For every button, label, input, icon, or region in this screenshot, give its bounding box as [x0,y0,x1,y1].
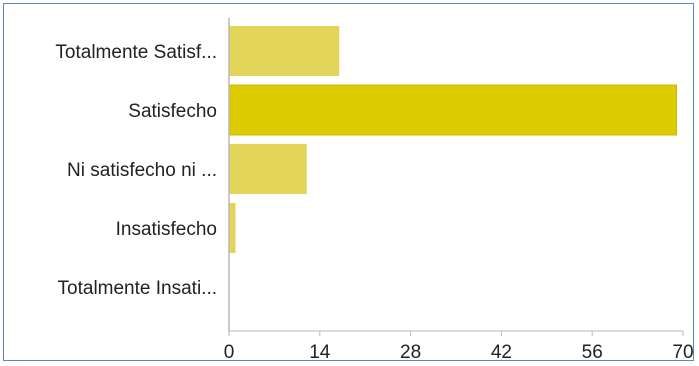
category-label-4: Totalmente Insati... [58,278,217,299]
bar-0 [229,26,340,76]
bars-group [228,26,678,253]
category-label-2: Ni satisfecho ni ... [67,160,217,181]
category-label-1: Satisfecho [128,101,217,122]
x-tick-label-1: 14 [309,342,331,363]
x-tick-label-5: 70 [672,342,693,363]
category-label-3: Insatisfecho [116,219,217,240]
labels-group: Totalmente Satisf... Satisfecho Ni satisfe… [55,42,693,363]
bar-3 [229,203,236,253]
x-tick-label-4: 56 [582,342,603,363]
bar-2 [229,144,307,194]
chart-frame [3,3,694,361]
category-label-0: Totalmente Satisf... [55,42,217,63]
x-tick-label-3: 42 [491,342,512,363]
x-tick-label-0: 0 [224,342,235,363]
x-tick-label-2: 28 [400,342,421,363]
axes-group [228,18,684,336]
bar-1 [228,84,678,136]
